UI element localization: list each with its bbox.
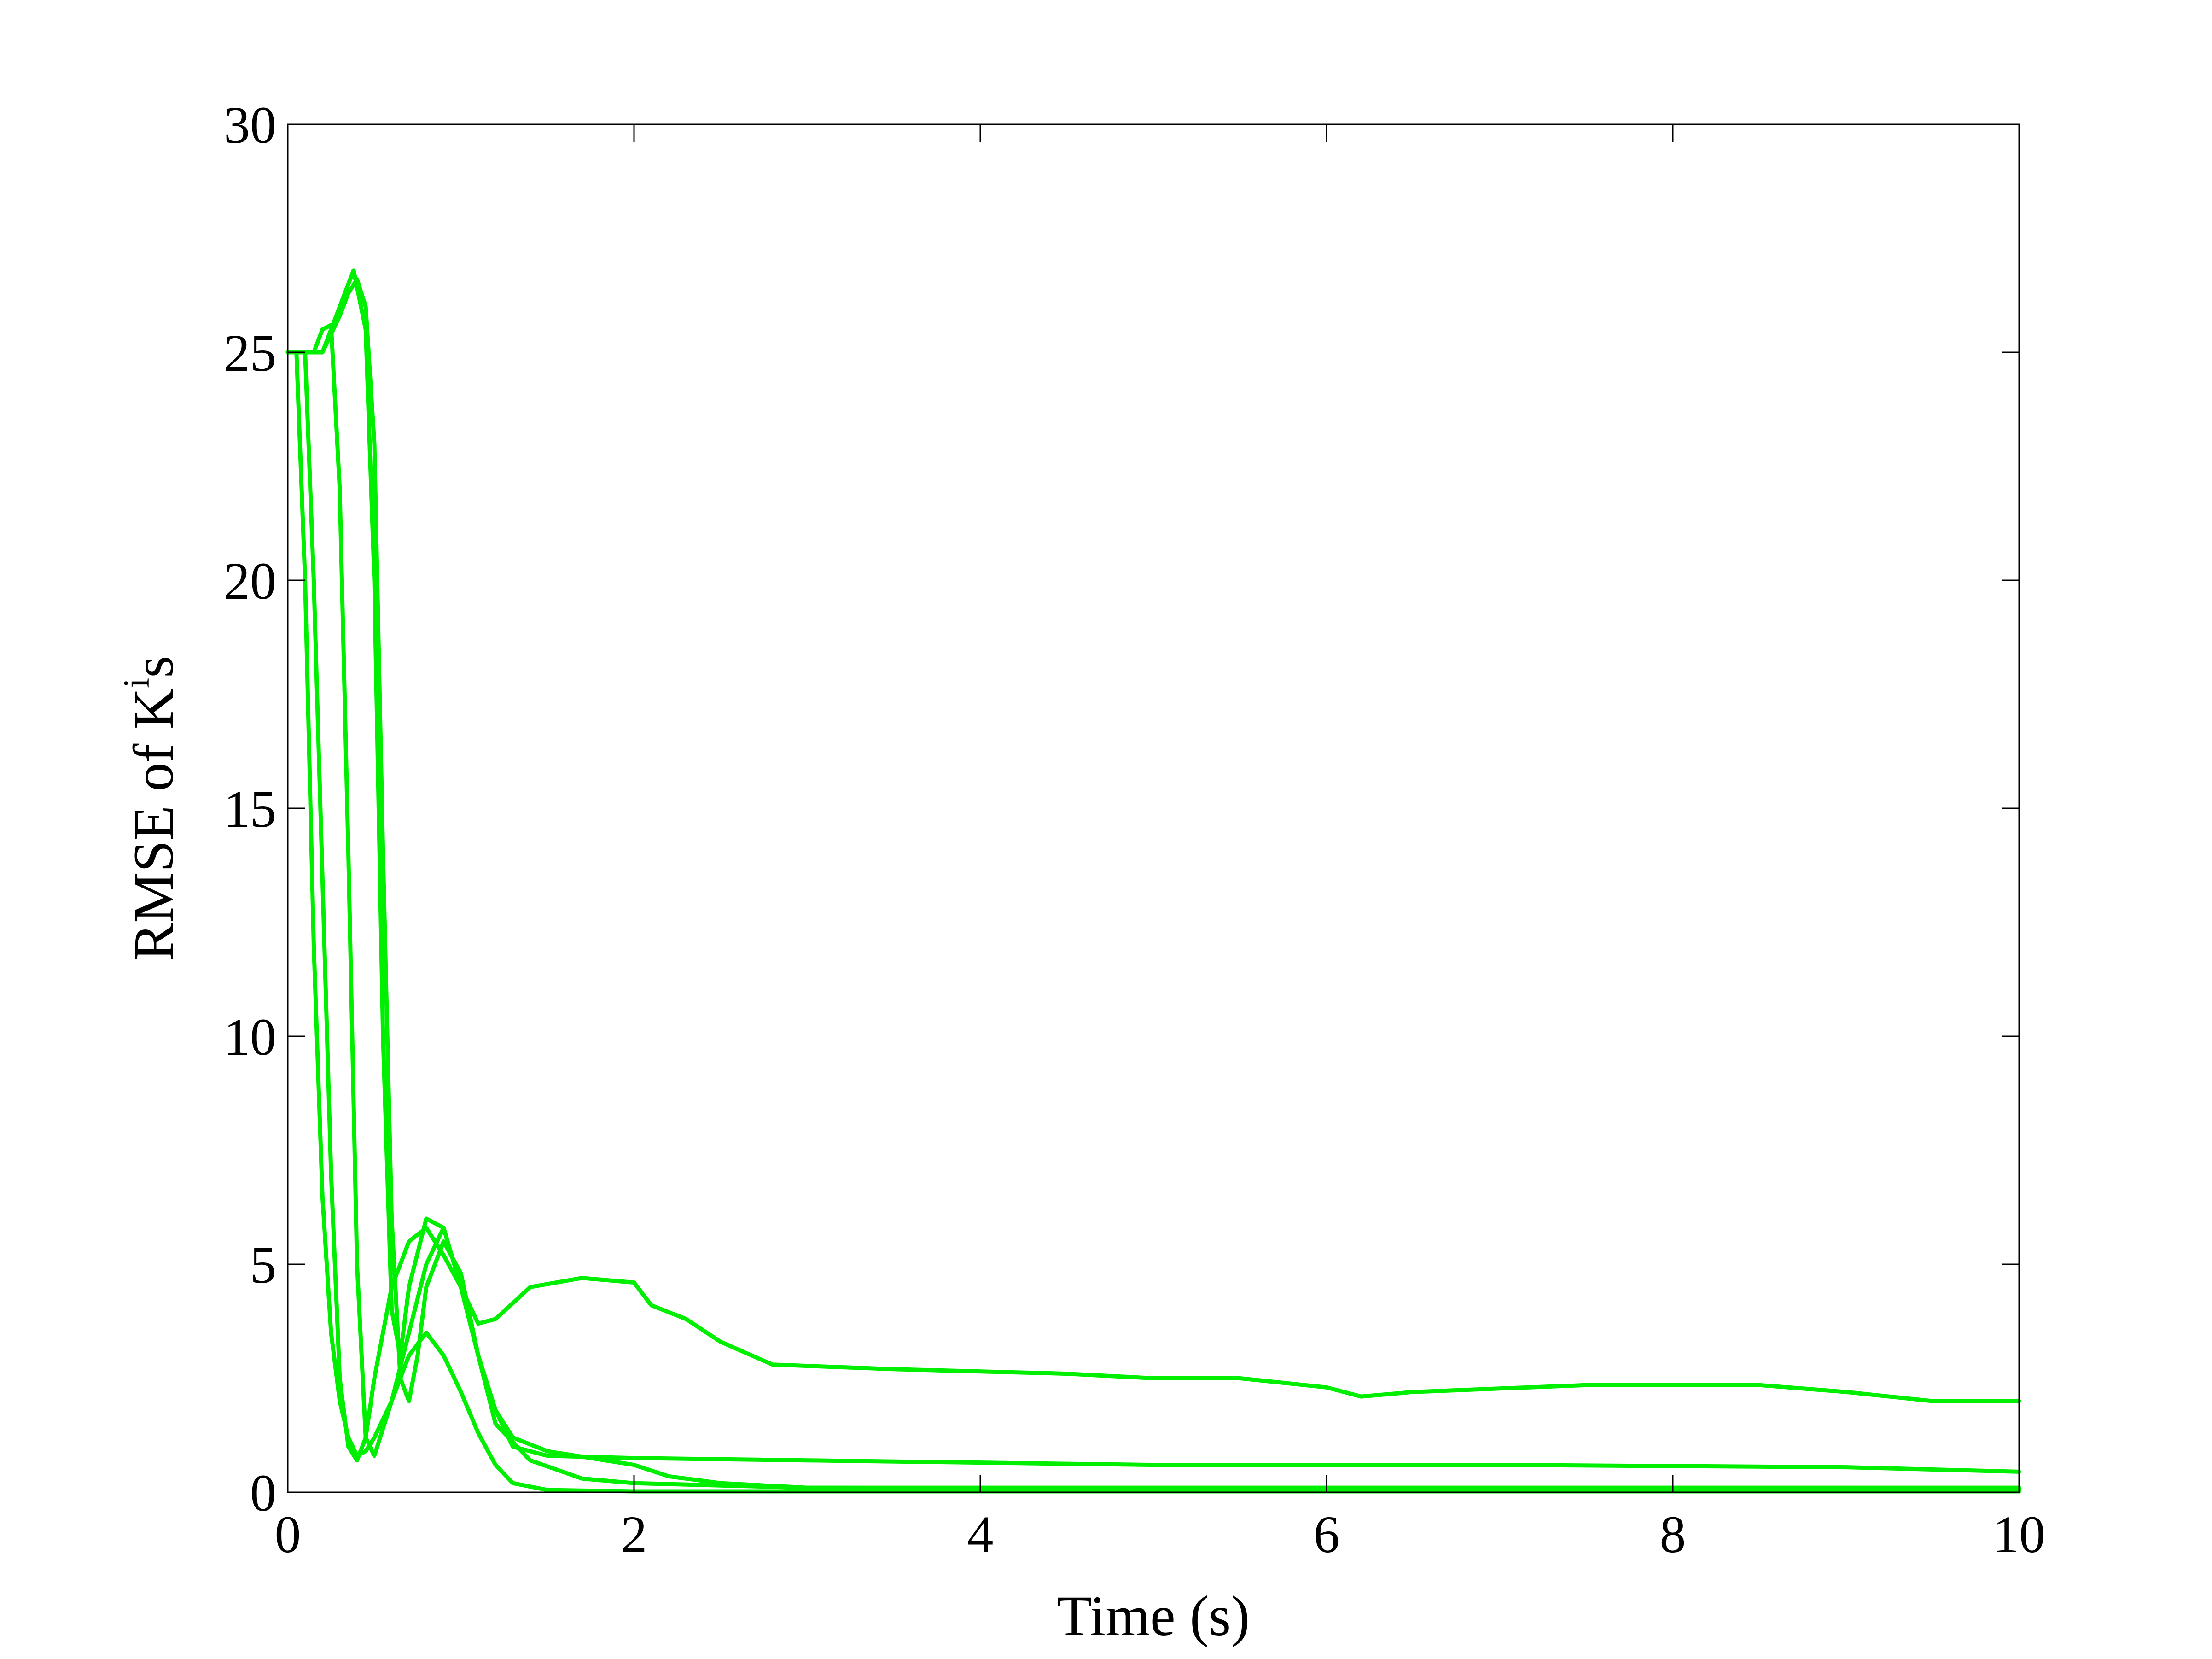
y-axis-label: RMSE of Kis <box>116 655 185 961</box>
y-axis-label-suffix: s <box>122 655 185 678</box>
x-tick-label: 10 <box>1993 1505 2045 1564</box>
y-tick-label: 15 <box>224 780 276 838</box>
series-line-1 <box>285 350 2021 1463</box>
y-tick-label: 10 <box>224 1008 276 1066</box>
x-tick-label: 0 <box>275 1505 301 1564</box>
tick-label-layer: 0 2 4 6 8 10 0 5 10 15 20 25 30 <box>224 96 2045 1564</box>
x-tick-label: 4 <box>967 1505 994 1564</box>
x-tick-label: 8 <box>1660 1505 1686 1564</box>
series-line-4 <box>285 277 2021 1491</box>
plot-frame <box>287 123 2020 1493</box>
y-tick-label: 5 <box>250 1236 276 1294</box>
series-line-2 <box>285 323 2021 1474</box>
x-tick-label: 6 <box>1314 1505 1340 1564</box>
y-axis-label-superscript: i <box>116 678 157 688</box>
y-tick-label: 20 <box>224 552 276 610</box>
y-tick-label: 0 <box>250 1464 276 1522</box>
x-tick-label: 2 <box>621 1505 647 1564</box>
series-line-3 <box>285 268 2021 1490</box>
series-layer <box>285 268 2021 1494</box>
y-axis-label-main: RMSE of K <box>122 688 185 961</box>
series-line-5 <box>285 350 2021 1494</box>
y-tick-label: 25 <box>224 324 276 382</box>
y-tick-label: 30 <box>224 96 276 154</box>
x-axis-label: Time (s) <box>1057 1584 1250 1647</box>
